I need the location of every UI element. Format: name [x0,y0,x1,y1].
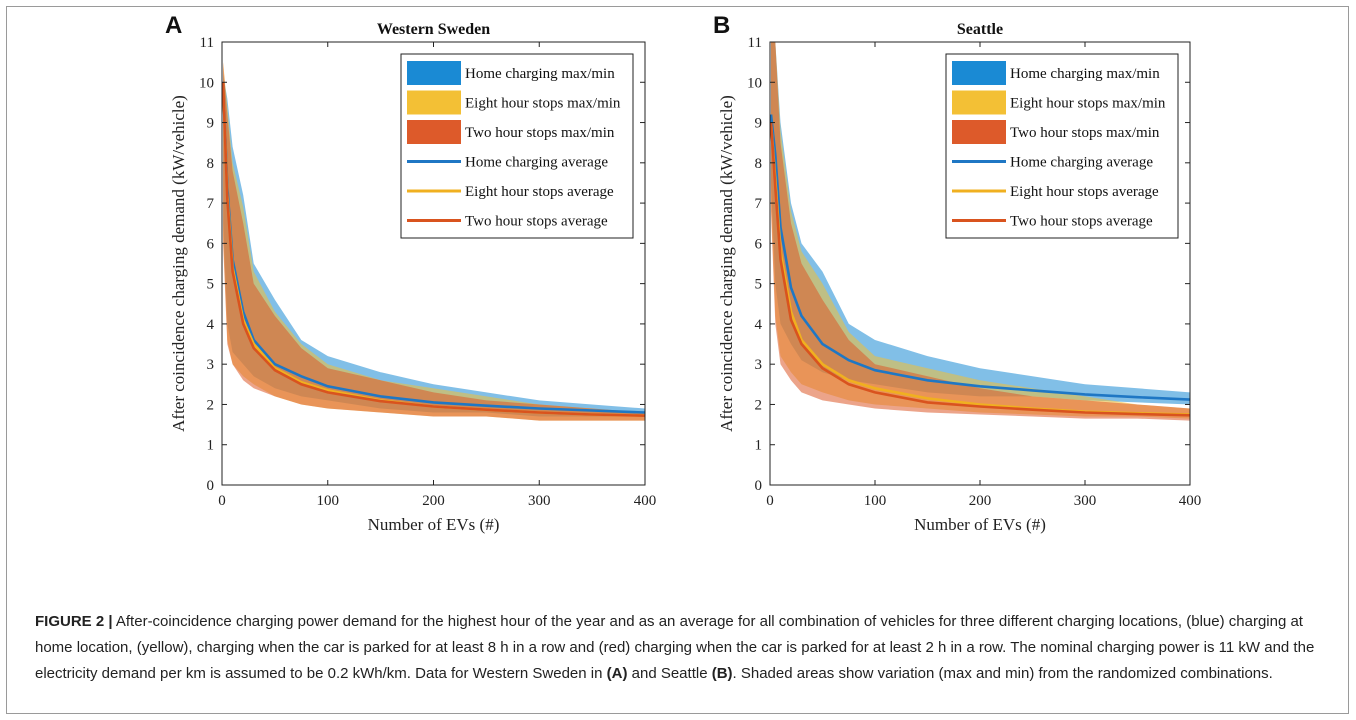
y-tick-label: 4 [755,317,763,333]
legend-entry: Eight hour stops average [465,184,614,200]
x-tick-label: 200 [969,493,992,509]
line-two [770,122,1190,417]
x-tick-label: 0 [218,493,226,509]
line-home [770,114,1190,401]
x-tick-label: 400 [634,493,657,509]
y-tick-label: 2 [207,397,215,413]
line-home [222,82,645,414]
legend-swatch-two_fill [952,120,1006,144]
y-tick-label: 4 [207,317,215,333]
caption-text-2: and Seattle [627,665,712,682]
y-tick-label: 5 [207,277,215,293]
y-tick-label: 1 [207,438,215,454]
legend-entry: Home charging max/min [1010,66,1160,82]
x-axis-label: Number of EVs (#) [914,515,1046,534]
y-tick-label: 10 [747,75,762,91]
y-tick-label: 10 [199,75,214,91]
x-tick-label: 200 [422,493,445,509]
legend-swatch-eight_fill [407,90,461,115]
x-tick-label: 400 [1179,493,1202,509]
figure-caption: FIGURE 2 | After-coincidence charging po… [35,609,1335,687]
x-tick-label: 300 [1074,493,1097,509]
legend-entry: Eight hour stops max/min [465,96,621,112]
y-tick-label: 0 [207,478,215,494]
chart-panel-b: B Seattle 0 100 200 300 400 0 1 2 3 4 5 6 7 8 9 10 11 Numbe… [713,12,1201,534]
panel-letter: B [713,12,730,39]
x-tick-label: 100 [317,493,340,509]
legend-entry: Eight hour stops average [1010,184,1159,200]
legend-entry: Home charging average [465,155,608,171]
legend-swatch-home_fill [952,61,1006,85]
legend: Home charging max/min Eight hour stops ma… [945,53,1179,239]
y-tick-label: 2 [755,397,763,413]
band-two_fill [223,62,645,421]
legend-swatch-two_fill [407,120,461,144]
y-tick-label: 0 [755,478,763,494]
y-tick-label: 6 [207,236,215,252]
y-tick-label: 6 [755,236,763,252]
x-tick-label: 100 [864,493,887,509]
y-tick-label: 9 [755,116,763,132]
figure-frame: A Western Sweden 0 100 200 300 400 0 1 2 3 4 5 6 7 8 9 10… [6,6,1349,714]
y-tick-label: 3 [207,357,215,373]
legend-entry: Home charging max/min [465,66,615,82]
caption-text-3: . Shaded areas show variation (max and m… [732,665,1273,682]
y-tick-label: 5 [755,277,763,293]
figure-label: FIGURE 2 | [35,613,113,630]
line-two [222,82,645,417]
y-tick-label: 8 [755,156,763,172]
chart-panel-a: A Western Sweden 0 100 200 300 400 0 1 2 3 4 5 6 7 8 9 10… [165,12,656,534]
legend-swatch-home_fill [407,61,461,85]
panel-letter: A [165,12,182,39]
y-tick-label: 9 [207,116,215,132]
legend-entry: Home charging average [1010,155,1153,171]
x-tick-label: 300 [528,493,551,509]
caption-ref-a: (A) [606,665,628,682]
y-axis-label: After coincidence charging demand (kW/ve… [169,95,188,432]
y-tick-label: 7 [755,196,763,212]
y-axis-label: After coincidence charging demand (kW/ve… [717,95,736,432]
legend-entry: Two hour stops average [1010,214,1153,230]
plot-area [222,62,645,421]
x-axis-label: Number of EVs (#) [368,515,500,534]
x-tick-label: 0 [766,493,774,509]
legend-entry: Eight hour stops max/min [1010,96,1166,112]
y-tick-label: 7 [207,196,215,212]
legend-entry: Two hour stops max/min [1010,125,1160,141]
band-two_fill [771,42,1190,421]
plot-area [770,42,1190,421]
y-tick-label: 3 [755,357,763,373]
y-tick-label: 1 [755,438,763,454]
chart-title: Western Sweden [377,21,490,38]
y-tick-label: 8 [207,156,215,172]
legend-entry: Two hour stops average [465,214,608,230]
legend-swatch-eight_fill [952,90,1006,115]
legend: Home charging max/min Eight hour stops ma… [400,53,634,239]
caption-text-1: After-coincidence charging power demand … [35,613,1315,682]
y-tick-label: 11 [748,35,762,51]
chart-title: Seattle [957,21,1003,38]
legend-entry: Two hour stops max/min [465,125,615,141]
y-tick-label: 11 [200,35,214,51]
caption-ref-b: (B) [711,665,733,682]
